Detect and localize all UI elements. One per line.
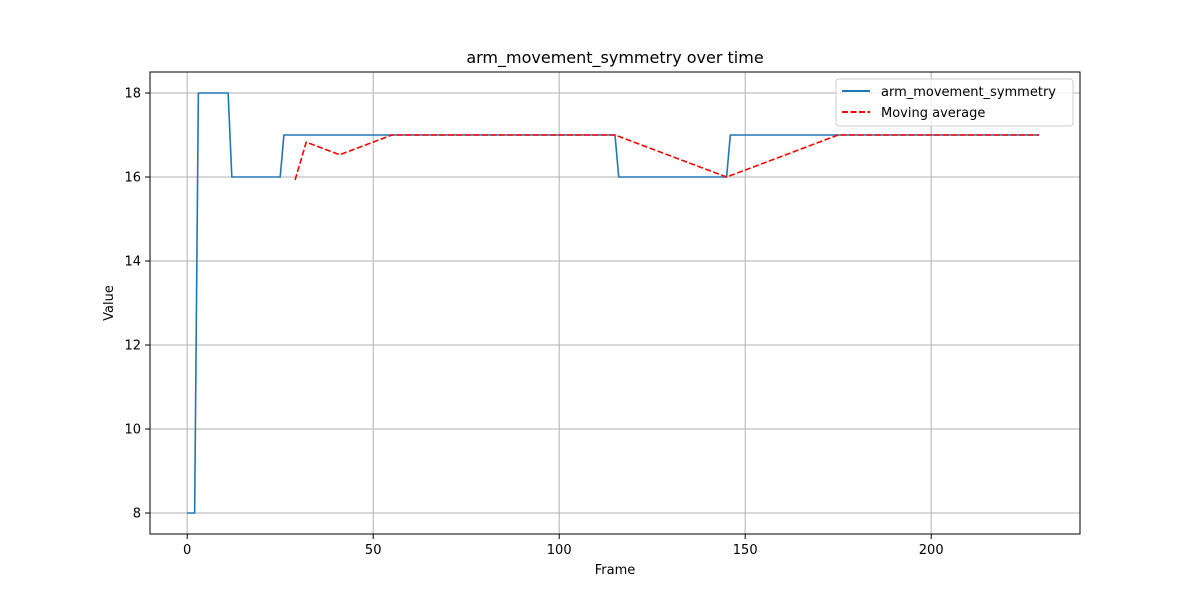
y-tick-label: 8 — [133, 507, 141, 522]
legend-box — [835, 78, 1074, 127]
y-tick-label: 18 — [124, 87, 141, 102]
chart-title: arm_movement_symmetry over time — [466, 48, 763, 68]
x-tick-label: 0 — [183, 543, 191, 558]
axis-ticks: 0 50 100 150 200 8 10 12 14 16 18 — [124, 87, 943, 559]
x-tick-label: 200 — [919, 543, 944, 558]
y-tick-label: 12 — [124, 339, 141, 354]
y-tick-label: 16 — [124, 171, 141, 186]
series-line-arm-movement-symmetry — [187, 92, 1040, 514]
legend-label-moving-average: Moving average — [881, 106, 985, 121]
x-tick-label: 150 — [733, 543, 758, 558]
series-line-moving-average — [294, 134, 1040, 181]
x-axis-label: Frame — [595, 563, 636, 578]
series-lines — [187, 92, 1040, 514]
legend: arm_movement_symmetry Moving average — [835, 78, 1074, 127]
y-tick-label: 10 — [124, 423, 141, 438]
y-axis-label: Value — [102, 285, 117, 321]
plot-area-frame — [149, 71, 1081, 535]
y-tick-label: 14 — [124, 255, 141, 270]
legend-label-arm-movement-symmetry: arm_movement_symmetry — [881, 85, 1056, 100]
x-tick-label: 50 — [365, 543, 382, 558]
x-tick-label: 100 — [547, 543, 572, 558]
